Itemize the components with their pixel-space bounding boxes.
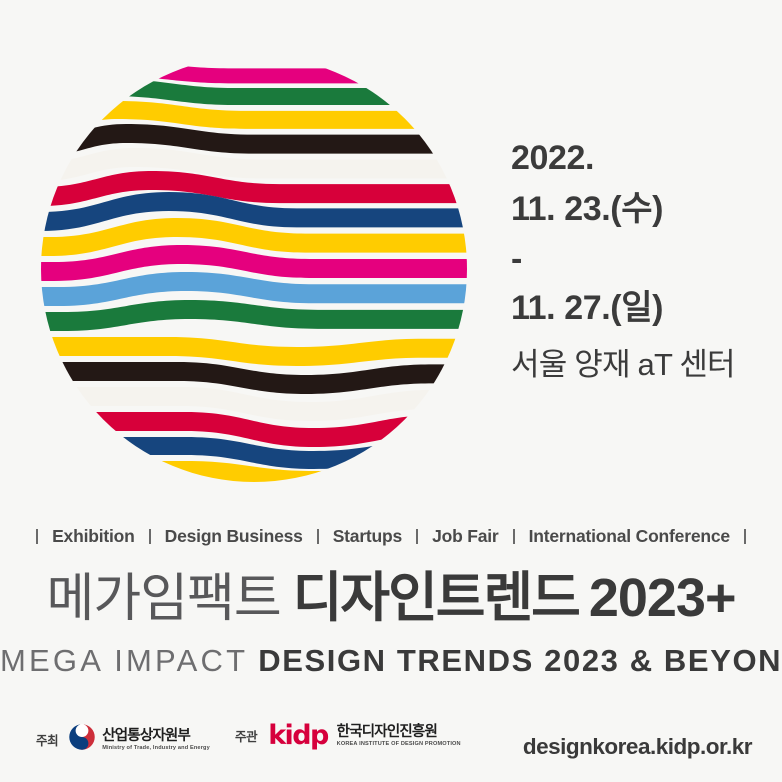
taeguk-icon (69, 724, 95, 755)
date-end: 11. 27.(일) (511, 289, 664, 327)
organizer-name-group: 한국디자인진흥원 KOREA INSTITUTE OF DESIGN PROMO… (337, 724, 461, 748)
wave-band-11 (41, 337, 467, 366)
wave-band-15 (41, 437, 467, 469)
category-separator (512, 529, 515, 544)
wave-band-13 (41, 387, 467, 421)
title-kr-bold: 디자인트렌드 (292, 568, 581, 628)
category-separator (743, 529, 746, 544)
host-name-group: 산업통상자원부 Ministry of Trade, Industry and … (102, 728, 210, 752)
wave-band-10 (41, 300, 467, 331)
wave-band-16 (41, 461, 467, 482)
wave-band-7 (41, 218, 467, 256)
organizer-role-label: 주관 (235, 730, 258, 744)
wave-band-2 (41, 101, 467, 131)
title-en-bold: DESIGN TRENDS 2023 & BEYOND (258, 643, 782, 678)
website-url[interactable]: designkorea.kidp.or.kr (522, 734, 753, 759)
venue-label: 서울 양재 aT 센터 (511, 347, 736, 382)
category-separator (36, 529, 39, 544)
wave-circle-emblem (41, 56, 467, 482)
host-name-english: Ministry of Trade, Industry and Energy (102, 744, 210, 751)
main-title-english: MEGA IMPACT DESIGN TRENDS 2023 & BEYOND (0, 645, 782, 676)
footer-bar: 주최 산업통상자원부 Ministry of Trade, Industry a… (0, 712, 782, 772)
wave-band-9 (41, 272, 467, 306)
wave-band-8 (41, 245, 467, 281)
main-title-korean: 메가임팩트 디자인트렌드 2023+ (0, 571, 782, 625)
category-strip: Exhibition Design Business Startups Job Fai… (0, 526, 782, 547)
wave-band-4 (41, 148, 467, 181)
wave-circle-svg (41, 61, 467, 482)
category-design-business[interactable]: Design Business (164, 526, 303, 546)
wave-band-group (41, 61, 467, 482)
date-year: 2022. (511, 139, 595, 177)
wave-band-12 (41, 362, 467, 394)
category-job-fair[interactable]: Job Fair (432, 526, 499, 546)
category-startups[interactable]: Startups (332, 526, 403, 546)
kidp-logo: kidp (268, 720, 329, 751)
organizer-organization: 주관 kidp 한국디자인진흥원 KOREA INSTITUTE OF DESI… (235, 722, 461, 749)
date-start: 11. 23.(수) (511, 190, 664, 228)
category-exhibition[interactable]: Exhibition (52, 526, 135, 546)
date-dash: - (511, 240, 522, 278)
host-organization: 주최 산업통상자원부 Ministry of Trade, Industry a… (36, 724, 210, 755)
organizer-name-english: KOREA INSTITUTE OF DESIGN PROMOTION (336, 740, 461, 747)
date-block: 2022. 11. 23.(수) - 11. 27.(일) 서울 양재 aT 센… (511, 133, 773, 392)
host-role-label: 주최 (36, 734, 59, 748)
wave-band-14 (41, 412, 467, 447)
category-separator (416, 529, 419, 544)
wave-band-6 (41, 192, 467, 231)
category-separator (316, 529, 319, 544)
wave-band-3 (41, 124, 467, 156)
category-separator (148, 529, 151, 544)
title-en-light: MEGA IMPACT (0, 643, 249, 678)
category-international-conference[interactable]: International Conference (528, 526, 731, 546)
host-name-korean: 산업통상자원부 (102, 727, 191, 744)
wave-band-0 (41, 61, 467, 85)
organizer-name-korean: 한국디자인진흥원 (336, 723, 438, 740)
wave-band-5 (41, 171, 467, 206)
title-kr-year: 2023+ (588, 568, 737, 628)
title-kr-light: 메가임팩트 (46, 570, 282, 628)
